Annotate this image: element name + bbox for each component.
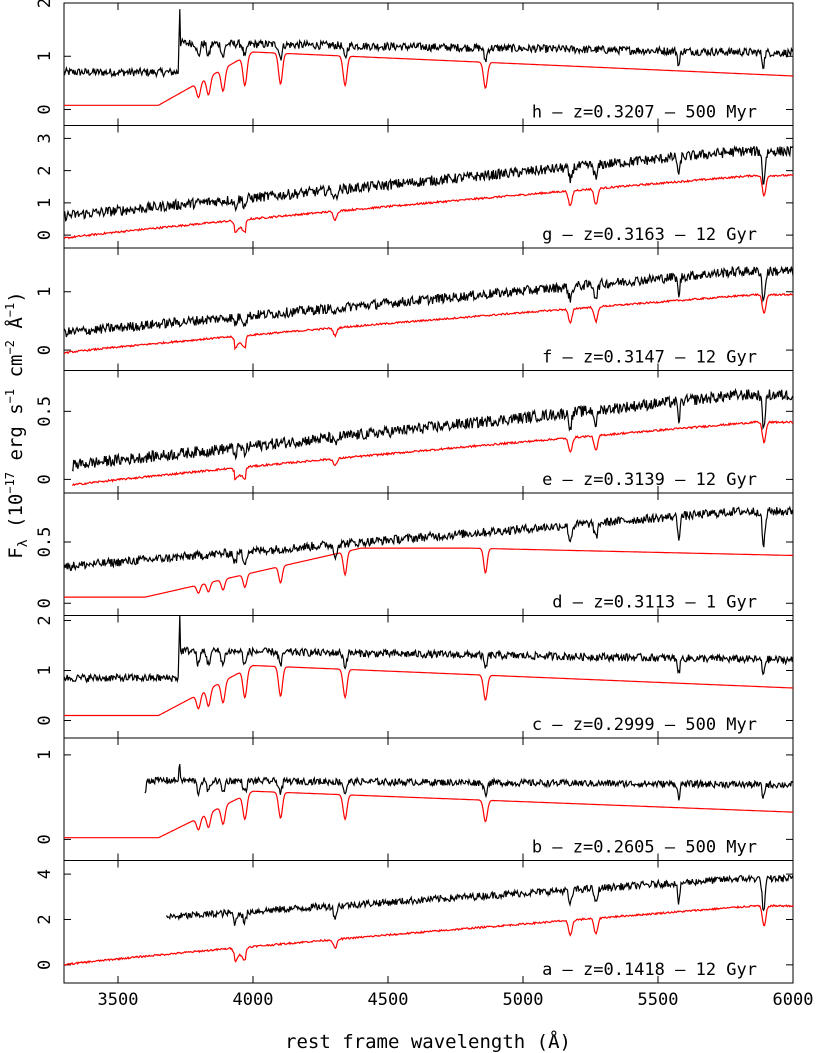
y-tick-label: 2 xyxy=(35,615,55,625)
observed-spectrum-d xyxy=(64,507,793,570)
x-tick-label: 4500 xyxy=(368,990,409,1010)
y-tick-label: 1 xyxy=(35,287,55,297)
y-tick-label: 0 xyxy=(35,834,55,844)
y-tick-label: 1 xyxy=(35,51,55,61)
y-tick-label: 2 xyxy=(35,166,55,176)
panels-group: 0 1 2 h – z=0.3207 – 500 Myr 0 1 2 3 g – z=0.316… xyxy=(35,0,793,983)
y-tick-label: 0 xyxy=(35,230,55,240)
y-tick-label: 1 xyxy=(35,750,55,760)
observed-spectrum-a xyxy=(167,875,793,925)
y-tick-label: 1 xyxy=(35,198,55,208)
y-tick-label: 0 xyxy=(35,474,55,484)
x-tick-label: 5500 xyxy=(638,990,679,1010)
observed-spectrum-b xyxy=(145,764,793,800)
y-tick-label: 2 xyxy=(35,0,55,8)
y-tick-label: 4 xyxy=(35,869,55,879)
model-spectrum-a xyxy=(64,905,793,965)
y-tick-label: 0 xyxy=(35,104,55,114)
model-spectrum-c xyxy=(64,666,793,716)
panel-label-f: f – z=0.3147 – 12 Gyr xyxy=(542,348,757,368)
y-tick-label: 3 xyxy=(35,133,55,143)
figure: 0 1 2 h – z=0.3207 – 500 Myr 0 1 2 3 g – z=0.316… xyxy=(0,0,817,1053)
model-spectrum-b xyxy=(64,791,793,838)
y-tick-label: 2 xyxy=(35,914,55,924)
panel-label-a: a – z=0.1418 – 12 Gyr xyxy=(542,960,757,980)
y-tick-label: 0 xyxy=(35,345,55,355)
x-tick-label: 5000 xyxy=(503,990,544,1010)
panel-label-d: d – z=0.3113 – 1 Gyr xyxy=(552,593,757,613)
panel-label-g: g – z=0.3163 – 12 Gyr xyxy=(542,225,757,245)
x-tick-label: 3500 xyxy=(98,990,139,1010)
panel-label-e: e – z=0.3139 – 12 Gyr xyxy=(542,470,757,490)
x-axis: 3500 4000 4500 5000 5500 6000 xyxy=(98,990,814,1010)
y-tick-label: 1 xyxy=(35,665,55,675)
panel-label-c: c – z=0.2999 – 500 Myr xyxy=(532,715,757,735)
y-tick-label: 0 xyxy=(35,960,55,970)
panel-label-h: h – z=0.3207 – 500 Myr xyxy=(532,103,757,123)
x-axis-title: rest frame wavelength (Å) xyxy=(285,1030,571,1053)
model-spectrum-h xyxy=(64,52,793,105)
observed-spectrum-h xyxy=(64,9,793,76)
x-tick-label: 4000 xyxy=(233,990,274,1010)
panel-label-b: b – z=0.2605 – 500 Myr xyxy=(532,838,757,858)
y-tick-label: 0.5 xyxy=(35,527,55,558)
observed-spectrum-e xyxy=(72,390,793,471)
observed-spectrum-f xyxy=(64,267,793,337)
y-axis-title: Fλ (10−17 erg s−1 cm−2 Å−1) xyxy=(3,291,31,558)
observed-spectrum-g xyxy=(64,146,793,220)
y-tick-label: 0.5 xyxy=(35,396,55,427)
y-tick-label: 0 xyxy=(35,715,55,725)
observed-spectrum-c xyxy=(64,615,793,682)
x-tick-label: 6000 xyxy=(773,990,814,1010)
y-tick-label: 0 xyxy=(35,598,55,608)
